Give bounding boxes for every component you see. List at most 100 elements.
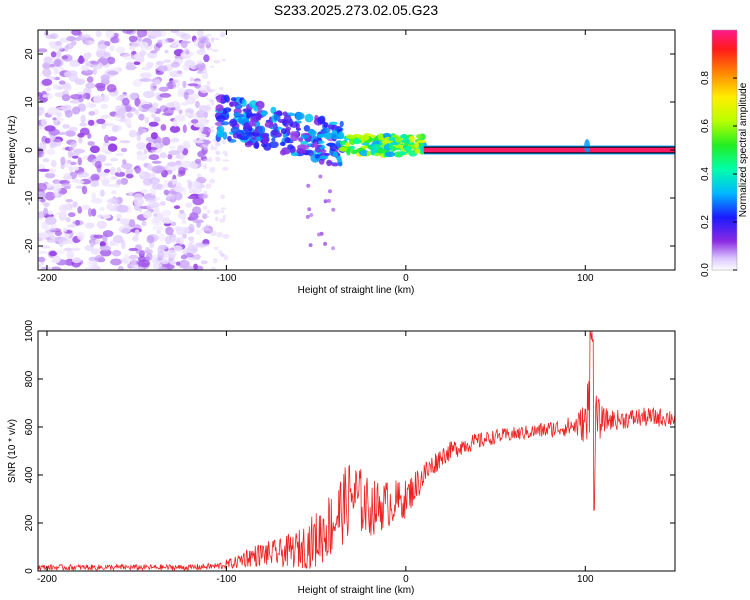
spectrogram-cell bbox=[42, 158, 50, 163]
spectrogram-cell bbox=[188, 223, 195, 233]
spectrogram-cell bbox=[71, 152, 80, 156]
spectrogram-cell bbox=[285, 126, 292, 131]
spectrogram-cell bbox=[318, 174, 323, 179]
spectrogram-cell bbox=[60, 156, 66, 166]
snr-marks bbox=[38, 331, 675, 571]
spectrogram-cell bbox=[331, 162, 339, 167]
spectrogram-cell bbox=[38, 182, 47, 192]
spectrogram-cell bbox=[305, 214, 310, 219]
spectrogram-cell bbox=[170, 260, 177, 265]
spectrogram-cell bbox=[163, 59, 171, 63]
spectrogram-cell bbox=[97, 214, 104, 218]
spectrogram-cell bbox=[279, 149, 287, 156]
carrier-spike bbox=[584, 139, 591, 154]
spectrogram-cell bbox=[56, 111, 62, 118]
spectrogram-cell bbox=[244, 142, 255, 146]
spectrogram-cell bbox=[222, 159, 230, 162]
spectrogram-cell bbox=[125, 173, 134, 179]
spectrogram-cell bbox=[91, 197, 103, 204]
spectrogram-cell bbox=[102, 214, 111, 219]
spectrogram-cell bbox=[167, 249, 177, 259]
spectrogram-cell bbox=[133, 61, 141, 65]
spectrogram-cell bbox=[70, 247, 81, 252]
spectrogram-cell bbox=[273, 114, 281, 121]
spectrogram-cell bbox=[158, 266, 168, 270]
spectrogram-cell bbox=[66, 35, 76, 42]
spectrogram-cell bbox=[90, 61, 100, 65]
spectrogram-cell bbox=[116, 167, 121, 174]
spectrogram-cell bbox=[45, 236, 52, 241]
spectrogram-cell bbox=[43, 56, 53, 64]
spectrogram-cell bbox=[174, 187, 185, 193]
spectrogram-cell bbox=[215, 141, 219, 147]
spectrogram-cell bbox=[135, 249, 147, 255]
spectrogram-cell bbox=[184, 59, 196, 69]
spectrogram-cell bbox=[362, 145, 368, 149]
spectrogram-cell bbox=[69, 203, 74, 209]
spectrogram-cell bbox=[206, 104, 211, 111]
spectrogram-cell bbox=[138, 113, 145, 121]
spectrogram-cell bbox=[353, 138, 362, 145]
spectrogram-cell bbox=[106, 84, 117, 93]
spectrogram-cell bbox=[153, 216, 160, 224]
spectrogram-cell bbox=[85, 82, 96, 89]
spectrogram-cell bbox=[191, 119, 199, 124]
spectrogram-cell bbox=[151, 183, 163, 190]
spectrogram-cell bbox=[100, 249, 112, 257]
spectrogram-cell bbox=[213, 146, 218, 151]
spectrogram-cell bbox=[159, 152, 167, 159]
spectrogram-cell bbox=[215, 104, 224, 112]
spectrogram-cell bbox=[181, 160, 193, 168]
spectrogram-cell bbox=[220, 31, 226, 37]
spectrogram-cell bbox=[84, 40, 89, 45]
spectrogram-cell bbox=[152, 225, 164, 231]
spectrogram-cell bbox=[184, 112, 191, 117]
spectrogram-cell bbox=[116, 204, 129, 213]
spectrogram-cell bbox=[54, 44, 64, 51]
spectrogram-cell bbox=[206, 88, 212, 92]
spectrogram-cell bbox=[62, 227, 68, 233]
spectrogram-cell bbox=[328, 189, 332, 194]
spectrogram-cell bbox=[192, 196, 204, 206]
spectrogram-cell bbox=[230, 126, 240, 134]
spectrogram-cell bbox=[149, 30, 162, 38]
spectrogram-cell bbox=[196, 110, 206, 118]
spectrogram-cell bbox=[169, 80, 179, 83]
spectrogram-cell bbox=[116, 179, 122, 185]
colorbar: 0.0 0.2 0.4 0.6 0.8 Normalized spectral ampl… bbox=[700, 29, 749, 277]
spectrogram-cell bbox=[58, 204, 68, 213]
spectrogram-cell bbox=[122, 159, 127, 165]
spectrogram-cell bbox=[182, 48, 190, 55]
spectrogram-cell bbox=[261, 133, 268, 138]
spectrogram-cell bbox=[38, 125, 45, 130]
spectrogram-cell bbox=[93, 95, 103, 104]
spectrogram-cell bbox=[152, 254, 158, 261]
spectrogram-cell bbox=[41, 78, 53, 86]
spectrogram-cell bbox=[58, 80, 66, 85]
spectrogram-cell bbox=[172, 245, 183, 252]
spectrogram-cell bbox=[95, 238, 100, 245]
spectrogram-cell bbox=[111, 125, 119, 133]
spectrogram-cell bbox=[161, 209, 172, 217]
spectrogram-cell bbox=[214, 246, 219, 250]
spectrogram-cell bbox=[122, 97, 130, 106]
spectrogram-cell bbox=[103, 168, 111, 173]
spectrogram-cell bbox=[339, 120, 344, 128]
spectrogram-cell bbox=[189, 93, 200, 99]
spectrogram-cell bbox=[260, 111, 268, 116]
spectrogram-cell bbox=[222, 150, 228, 155]
spectrogram-cell bbox=[68, 166, 74, 172]
spectrogram-cell bbox=[195, 100, 200, 109]
spectrogram-cell bbox=[87, 133, 92, 139]
spectrogram-cell bbox=[55, 50, 62, 58]
spectrogram-cell bbox=[205, 39, 211, 45]
spectrogram-cell bbox=[101, 145, 108, 153]
spectrogram-cell bbox=[81, 66, 90, 71]
spectrogram-cell bbox=[102, 230, 114, 238]
spectrogram-cell bbox=[337, 161, 343, 167]
x-tick-label: 100 bbox=[577, 273, 594, 284]
spectrogram-cell bbox=[90, 179, 100, 188]
spectrogram-cell bbox=[220, 194, 226, 200]
spectrogram-cell bbox=[331, 246, 336, 251]
spectrogram-cell bbox=[65, 198, 73, 203]
